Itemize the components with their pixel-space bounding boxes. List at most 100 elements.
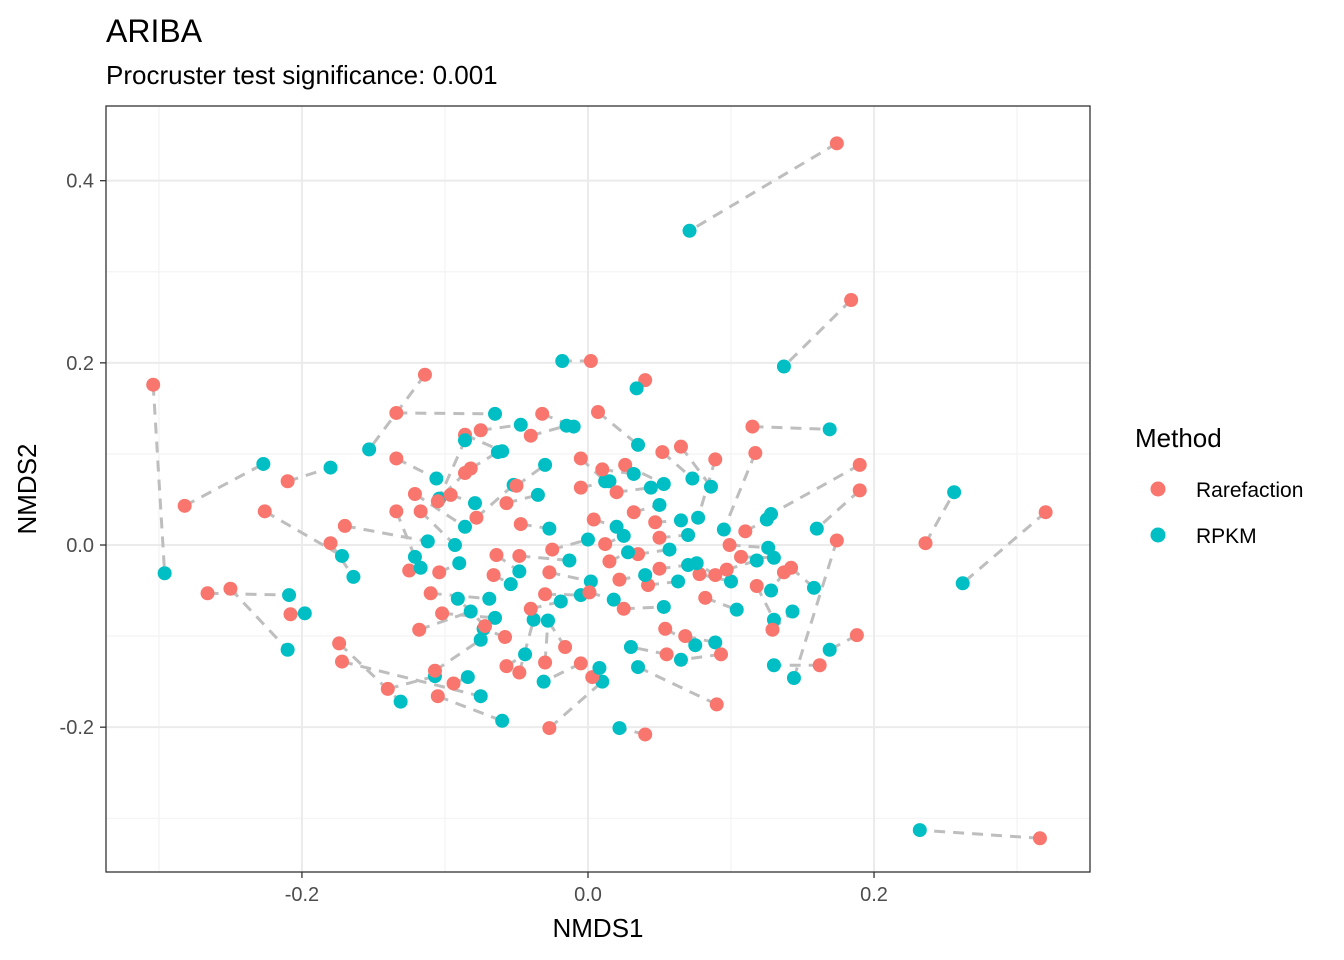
point-rarefaction: [223, 581, 238, 596]
point-rarefaction: [692, 567, 707, 582]
point-rarefaction: [722, 538, 737, 553]
point-rarefaction: [337, 518, 352, 533]
connector-line: [418, 610, 472, 632]
point-rarefaction: [659, 647, 674, 662]
point-rpkm: [482, 591, 497, 606]
point-rpkm: [450, 591, 465, 606]
point-rpkm: [256, 456, 271, 471]
connector-line: [264, 510, 343, 558]
connector-line: [387, 674, 436, 691]
point-rpkm: [786, 670, 801, 685]
point-rpkm: [621, 545, 636, 560]
plot-panel: [106, 106, 1090, 872]
point-rpkm: [662, 542, 677, 557]
connector-line: [919, 828, 1041, 840]
connector-line: [792, 540, 839, 679]
connector-line: [229, 587, 289, 651]
point-rpkm: [473, 632, 488, 647]
point-rpkm: [729, 602, 744, 617]
point-rarefaction: [616, 601, 631, 616]
x-tick-label: 0.0: [574, 884, 602, 906]
connector-line: [597, 410, 639, 446]
point-rpkm: [689, 556, 704, 571]
point-rarefaction: [558, 640, 573, 655]
point-rpkm: [592, 660, 607, 675]
point-rarefaction: [389, 451, 404, 466]
point-rarefaction: [417, 367, 432, 382]
point-rarefaction: [609, 485, 624, 500]
point-rpkm: [536, 674, 551, 689]
legend: Method Rarefaction RPKM: [1135, 423, 1303, 548]
point-rarefaction: [257, 504, 272, 519]
point-rpkm: [495, 713, 510, 728]
point-rpkm: [764, 583, 779, 598]
point-rarefaction: [748, 446, 763, 461]
point-rpkm: [562, 553, 577, 568]
point-rpkm: [626, 466, 641, 481]
point-rpkm: [297, 606, 312, 621]
point-rpkm: [323, 460, 338, 475]
point-rarefaction: [380, 681, 395, 696]
connector-line: [924, 491, 956, 544]
point-rpkm: [282, 588, 297, 603]
point-rarefaction: [829, 136, 844, 151]
point-rpkm: [488, 610, 503, 625]
point-rpkm: [393, 694, 408, 709]
point-rarefaction: [652, 561, 667, 576]
point-rpkm: [629, 381, 644, 396]
point-rarefaction: [443, 487, 458, 502]
connector-line: [434, 638, 482, 672]
legend-title: Method: [1135, 423, 1222, 453]
point-rarefaction: [463, 461, 478, 476]
point-rpkm: [616, 528, 631, 543]
point-rpkm: [822, 642, 837, 657]
point-rarefaction: [538, 587, 553, 602]
point-rpkm: [513, 417, 528, 432]
connector-line: [688, 142, 838, 233]
point-rarefaction: [1032, 831, 1047, 846]
connector-line: [338, 642, 402, 703]
legend-key-rpkm: [1150, 527, 1166, 543]
point-rpkm: [518, 647, 533, 662]
point-rarefaction: [512, 665, 527, 680]
point-rarefaction: [545, 542, 560, 557]
point-rarefaction: [538, 655, 553, 670]
point-rpkm: [553, 594, 568, 609]
connector-line: [395, 457, 438, 480]
legend-label-rarefaction: Rarefaction: [1196, 479, 1303, 502]
chart-title: ARIBA: [106, 13, 203, 49]
x-tick-label: 0.2: [860, 884, 888, 906]
point-rpkm: [447, 538, 462, 553]
point-rarefaction: [714, 647, 728, 662]
grid-minor: [106, 106, 1090, 872]
point-rarefaction: [334, 654, 349, 669]
point-rarefaction: [598, 537, 613, 552]
connector-line: [519, 554, 570, 562]
point-rarefaction: [435, 606, 450, 621]
point-rarefaction: [765, 622, 780, 637]
point-rarefaction: [473, 423, 488, 438]
y-tick-label: 0.0: [66, 535, 94, 557]
point-rpkm: [822, 422, 837, 437]
point-rpkm: [809, 521, 824, 536]
connector-line: [394, 510, 417, 558]
point-rpkm: [652, 497, 667, 512]
chart-subtitle: Procruster test significance: 0.001: [106, 60, 498, 90]
y-axis-title: NMDS2: [12, 443, 42, 534]
point-rpkm: [606, 592, 621, 607]
point-rarefaction: [852, 457, 867, 472]
point-rarefaction: [582, 585, 597, 600]
point-rarefaction: [509, 478, 524, 493]
point-rpkm: [688, 638, 703, 653]
point-rarefaction: [618, 457, 633, 472]
point-rarefaction: [146, 377, 161, 392]
data-points: [146, 136, 1053, 846]
y-tick-label: 0.4: [66, 171, 94, 193]
point-rpkm: [538, 457, 553, 472]
y-tick-label: -0.2: [60, 717, 94, 739]
point-rpkm: [452, 556, 467, 571]
point-rpkm: [457, 519, 472, 534]
connector-line: [815, 489, 861, 530]
connector-line: [475, 483, 515, 519]
y-tick-label: 0.2: [66, 353, 94, 375]
